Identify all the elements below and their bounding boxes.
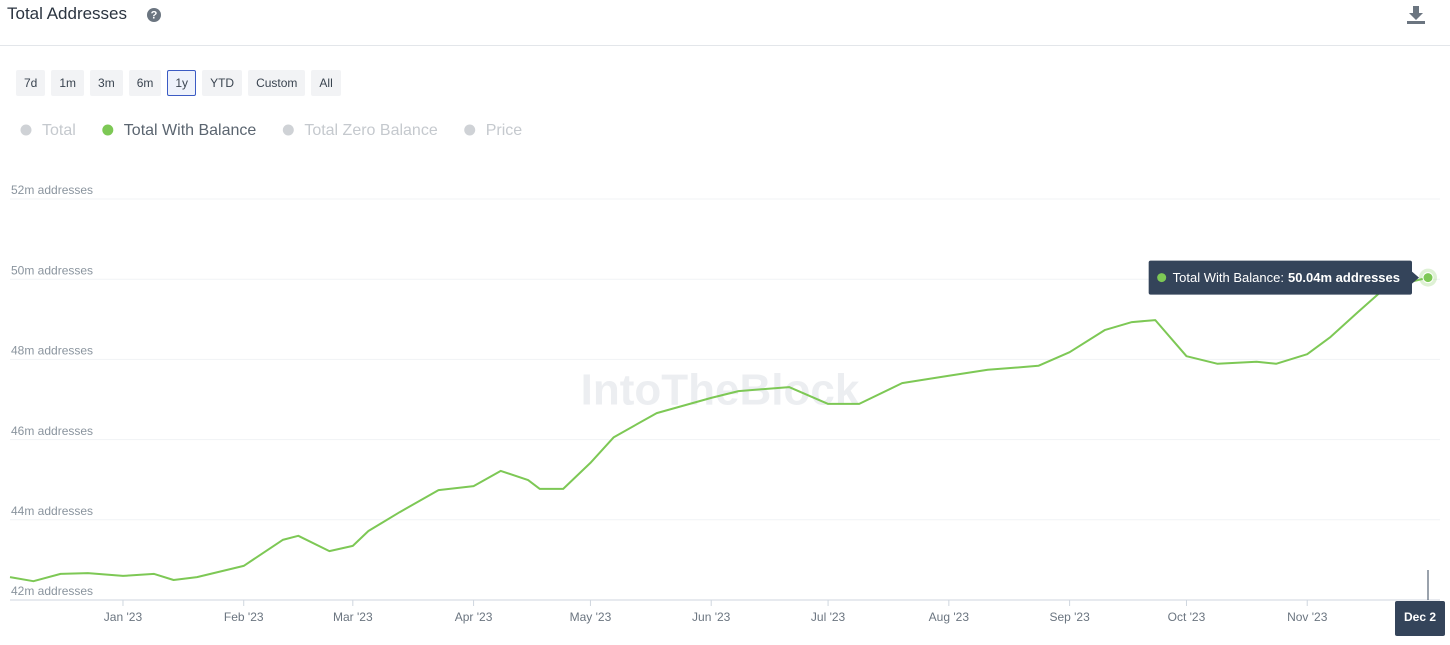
x-tick-label: Feb '23 [224, 610, 264, 624]
range-button[interactable]: 1y [167, 70, 197, 96]
x-tick-label: May '23 [570, 610, 612, 624]
range-button[interactable]: Custom [248, 70, 306, 96]
x-tick-label: Jul '23 [811, 610, 846, 624]
x-tick-label: Mar '23 [333, 610, 373, 624]
tooltip-name: Total With Balance [1173, 270, 1281, 285]
help-icon[interactable]: ? [146, 7, 162, 23]
x-tick-label: Nov '23 [1287, 610, 1328, 624]
legend-label: Total [42, 122, 76, 139]
legend-marker [102, 124, 114, 136]
tooltip-value: 50.04m addresses [1288, 270, 1400, 285]
tooltip-sep: : [1280, 270, 1284, 285]
y-tick-label: 44m addresses [11, 504, 93, 518]
y-tick-label: 52m addresses [11, 183, 93, 197]
date-flag [1395, 601, 1445, 636]
legend-marker [464, 124, 476, 136]
tooltip-box [1148, 260, 1412, 295]
title: Total Addresses [7, 4, 128, 23]
x-tick-label: Jan '23 [104, 610, 143, 624]
download-icon[interactable] [1406, 5, 1426, 25]
y-tick-label: 50m addresses [11, 263, 93, 277]
date-flag-label: Dec 2 [1404, 610, 1436, 624]
hover-point [1422, 272, 1434, 284]
legend-marker [282, 124, 294, 136]
header: Total Addresses ? [0, 0, 1450, 46]
tooltip: Total With Balance:50.04m addresses [1148, 260, 1419, 295]
range-button[interactable]: 3m [90, 70, 123, 96]
x-tick-label: Jun '23 [692, 610, 731, 624]
legend-marker [20, 124, 32, 136]
range-button[interactable]: All [311, 70, 341, 96]
x-tick-label: Aug '23 [929, 610, 970, 624]
y-tick-label: 48m addresses [11, 344, 93, 358]
range-button[interactable]: YTD [202, 70, 243, 96]
tooltip-marker [1157, 273, 1167, 283]
range-button[interactable]: 6m [128, 70, 162, 96]
legend-label: Price [486, 122, 523, 139]
legend-label: Total Zero Balance [304, 122, 438, 139]
svg-text:?: ? [151, 9, 158, 21]
range-button[interactable]: 1m [51, 70, 85, 96]
x-tick-label: Sep '23 [1049, 610, 1090, 624]
series-line [9, 276, 1429, 583]
range-buttons: 7d 1m 3m 6m 1y YTD Custom All [16, 70, 341, 96]
tooltip-pointer [1412, 271, 1419, 284]
range-button[interactable]: 7d [16, 70, 46, 96]
x-tick-label: Oct '23 [1168, 610, 1206, 624]
hover-halo [1419, 268, 1437, 287]
watermark: IntoTheBlock [581, 366, 860, 415]
y-tick-label: 42m addresses [11, 584, 93, 598]
y-tick-label: 46m addresses [11, 424, 93, 438]
legend-label: Total With Balance [124, 122, 257, 139]
x-tick-label: Apr '23 [455, 610, 493, 624]
